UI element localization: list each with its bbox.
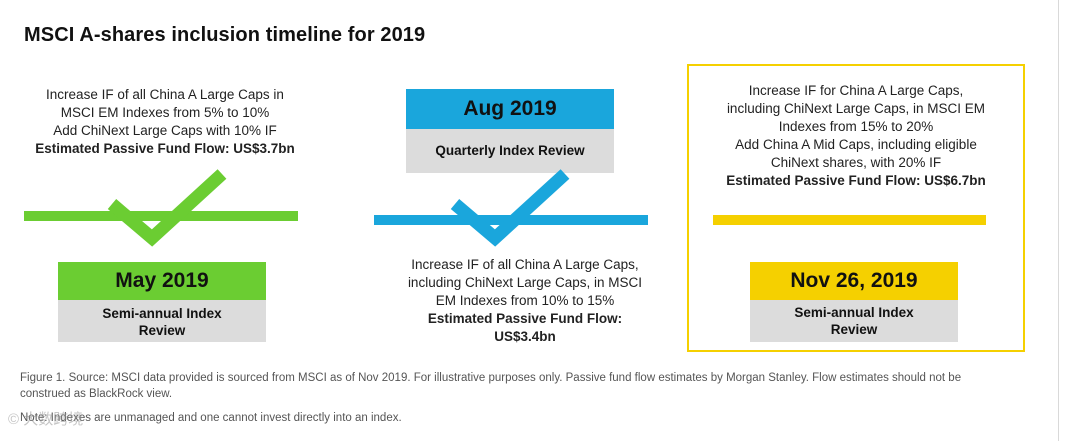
nov-description-line: including ChiNext Large Caps, in MSCI EM (726, 101, 986, 116)
aug-description: Increase IF of all China A Large Caps, i… (375, 256, 675, 346)
may-timeline-bar (24, 211, 298, 221)
may-description-line: MSCI EM Indexes from 5% to 10% (60, 105, 270, 120)
may-review-line: Review (138, 323, 186, 338)
nov-flow: Estimated Passive Fund Flow: US$6.7bn (726, 173, 986, 188)
nov-description: Increase IF for China A Large Caps, incl… (690, 82, 1022, 190)
figure-source-line: construed as BlackRock view. (20, 388, 173, 400)
index-note: Note: Indexes are unmanaged and one cann… (20, 412, 402, 424)
may-description: Increase IF of all China A Large Caps in… (20, 86, 310, 158)
aug-description-line: including ChiNext Large Caps, in MSCI (407, 275, 643, 290)
nov-description-line: Add China A Mid Caps, including eligible (735, 137, 977, 152)
aug-description-line: Increase IF of all China A Large Caps, (411, 257, 639, 272)
may-checkmark-icon (107, 169, 227, 247)
watermark: © 大数跨境 (8, 411, 84, 428)
aug-flow-line: Estimated Passive Fund Flow: (427, 311, 623, 326)
nov-highlight-frame (687, 64, 1025, 352)
figure-source-line: Figure 1. Source: MSCI data provided is … (20, 372, 962, 384)
nov-timeline-bar (713, 215, 986, 225)
nov-review-line: Review (830, 322, 878, 337)
aug-flow-line: US$3.4bn (494, 329, 556, 344)
aug-date-box: Aug 2019 (406, 89, 614, 129)
may-flow: Estimated Passive Fund Flow: US$3.7bn (35, 141, 295, 156)
figure-source-note: Figure 1. Source: MSCI data provided is … (20, 370, 1020, 402)
nov-description-line: ChiNext shares, with 20% IF (770, 155, 942, 170)
aug-checkmark-icon (450, 169, 570, 247)
aug-review-box: Quarterly Index Review (406, 129, 614, 173)
nov-date-box: Nov 26, 2019 (750, 262, 958, 300)
nov-description-line: Increase IF for China A Large Caps, (748, 83, 964, 98)
nov-description-line: Indexes from 15% to 20% (778, 119, 934, 134)
may-description-line: Add ChiNext Large Caps with 10% IF (53, 123, 277, 138)
page-title: MSCI A-shares inclusion timeline for 201… (24, 24, 426, 46)
nov-review-box: Semi-annual Index Review (750, 300, 958, 342)
may-description-line: Increase IF of all China A Large Caps in (46, 87, 284, 102)
may-review-box: Semi-annual Index Review (58, 300, 266, 342)
may-date-box: May 2019 (58, 262, 266, 300)
may-review-line: Semi-annual Index (102, 306, 222, 321)
nov-review-line: Semi-annual Index (794, 305, 914, 320)
aug-description-line: EM Indexes from 10% to 15% (435, 293, 615, 308)
